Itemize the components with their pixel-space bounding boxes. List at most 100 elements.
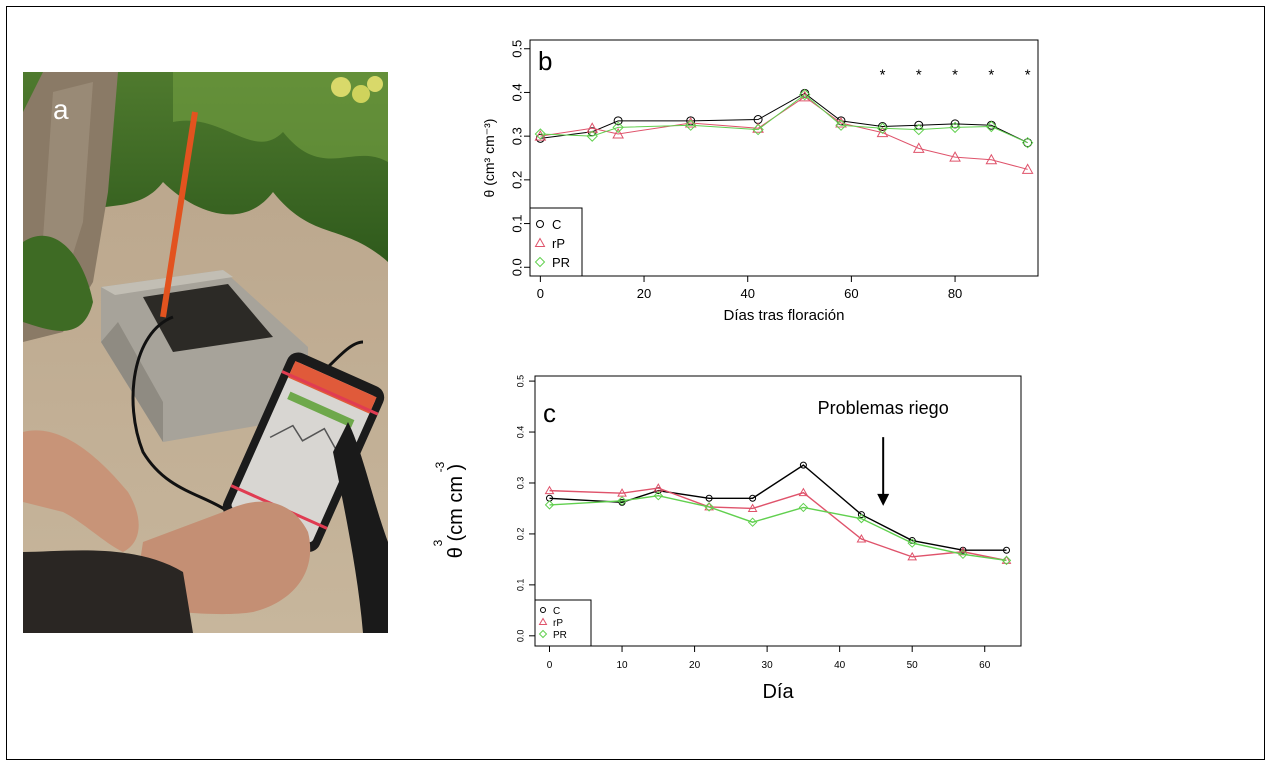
data-point-PR	[798, 502, 809, 513]
significance-star: *	[916, 66, 922, 83]
legend-marker-C	[536, 220, 544, 228]
data-point-C	[613, 116, 623, 126]
data-point-rP	[876, 126, 889, 138]
data-point-rP	[1021, 163, 1034, 174]
y-tick-label-b: 0.0	[509, 258, 524, 276]
x-tick-label-b: 20	[637, 286, 651, 301]
y-tick-label-b: 0.4	[509, 83, 524, 101]
data-point-rP	[949, 151, 961, 162]
panel-a-letter: a	[53, 94, 69, 125]
y-tick-label-b: 0.3	[509, 127, 524, 145]
data-point-PR	[534, 128, 547, 140]
y-tick-label-b: 0.5	[509, 40, 524, 58]
series-line-C	[549, 464, 1007, 551]
legend-marker-PR	[538, 629, 548, 639]
legend-marker-PR	[534, 256, 546, 268]
x-tick-label-b: 40	[740, 286, 754, 301]
data-point-rP	[856, 534, 867, 543]
data-point-PR	[1001, 555, 1012, 566]
legend-marker-rP	[538, 617, 548, 625]
significance-star: *	[988, 66, 994, 83]
x-tick-label-c: 50	[907, 660, 919, 671]
data-point-C	[705, 494, 713, 502]
chart-b: 0 20 40 60 80 0.0 0.1 0.2 0.3 0.4 0.5 Días tras flo…	[481, 39, 1039, 324]
data-point-C	[877, 122, 887, 132]
data-point-PR	[704, 502, 714, 512]
legend-label-C: C	[552, 217, 561, 232]
y-axis-exponent-c: 3	[431, 539, 445, 546]
data-point-PR	[752, 123, 764, 136]
chart-c: 0 10 20 30 40 50 60 0.0 0.1 0.2 0.3 0.4 0.5 Día θ (cm …	[431, 375, 1022, 703]
data-point-PR	[949, 121, 961, 134]
x-axis-label-c: Día	[762, 681, 794, 703]
data-point-rP	[907, 551, 918, 561]
data-point-PR	[856, 513, 867, 524]
significance-star: *	[952, 66, 958, 83]
legend-marker-rP	[534, 237, 546, 247]
data-point-PR	[747, 517, 758, 527]
series-line-C	[540, 92, 1028, 144]
series-line-PR	[540, 93, 1028, 144]
figure-frame	[6, 6, 1265, 760]
plot-area-b	[529, 39, 1039, 277]
data-point-PR	[876, 122, 889, 134]
panel-b-letter: b	[538, 46, 552, 76]
data-point-PR	[586, 130, 598, 142]
data-point-C	[799, 461, 807, 469]
data-point-C	[1023, 138, 1033, 148]
x-tick-label-c: 40	[834, 660, 846, 671]
y-axis-label-c: θ (cm cm )	[445, 464, 467, 558]
x-tick-label-b: 60	[844, 286, 858, 301]
x-tick-label-c: 0	[547, 660, 553, 671]
data-point-PR	[835, 119, 847, 131]
annotation-text: Problemas riego	[818, 398, 949, 418]
significance-star: *	[1025, 66, 1031, 83]
x-tick-label-c: 30	[762, 660, 774, 671]
y-tick-label-c: 0.2	[515, 528, 525, 541]
plot-area-c	[534, 375, 1022, 647]
data-point-C	[749, 494, 757, 502]
data-point-PR	[653, 491, 664, 501]
data-point-PR	[544, 500, 555, 510]
data-point-rP	[912, 142, 925, 153]
legend-label-C: C	[553, 606, 560, 617]
data-point-PR	[958, 549, 968, 560]
data-point-PR	[684, 119, 697, 131]
y-tick-label-c: 0.4	[515, 426, 525, 439]
legend-label-rP: rP	[552, 236, 565, 251]
y-tick-label-c: 0.0	[515, 630, 525, 643]
data-point-rP	[747, 503, 758, 512]
series-line-rP	[549, 487, 1007, 562]
y-tick-label-c: 0.5	[515, 375, 525, 388]
data-point-PR	[799, 88, 811, 101]
y-axis-exponent-c: -3	[433, 461, 447, 472]
field-photo: a	[23, 72, 388, 633]
data-point-C	[1002, 546, 1010, 554]
legend-marker-C	[540, 607, 546, 613]
y-tick-label-c: 0.1	[515, 579, 525, 592]
data-point-C	[857, 511, 865, 519]
data-point-C	[950, 119, 960, 129]
legend-label-rP: rP	[553, 618, 563, 629]
y-axis-label-b: θ (cm³ cm⁻³)	[481, 119, 497, 198]
x-axis-label-b: Días tras floración	[724, 307, 845, 324]
x-tick-label-c: 20	[689, 660, 701, 671]
data-point-PR	[1021, 136, 1034, 149]
data-point-PR	[907, 538, 917, 548]
data-point-PR	[913, 123, 925, 136]
x-tick-label-b: 0	[537, 286, 544, 301]
series-line-rP	[540, 96, 1028, 170]
data-point-rP	[798, 487, 809, 497]
series-line-PR	[549, 495, 1007, 562]
legend-label-PR: PR	[553, 630, 567, 641]
data-point-rP	[534, 130, 547, 141]
y-tick-label-c: 0.3	[515, 477, 525, 490]
significance-star: *	[880, 66, 886, 83]
x-tick-label-c: 10	[616, 660, 628, 671]
data-point-rP	[612, 127, 624, 139]
y-tick-label-b: 0.1	[509, 215, 524, 233]
data-point-PR	[617, 496, 627, 506]
data-point-rP	[985, 153, 998, 165]
panel-c-letter: c	[543, 398, 556, 428]
annotation-arrow-head	[877, 493, 890, 506]
